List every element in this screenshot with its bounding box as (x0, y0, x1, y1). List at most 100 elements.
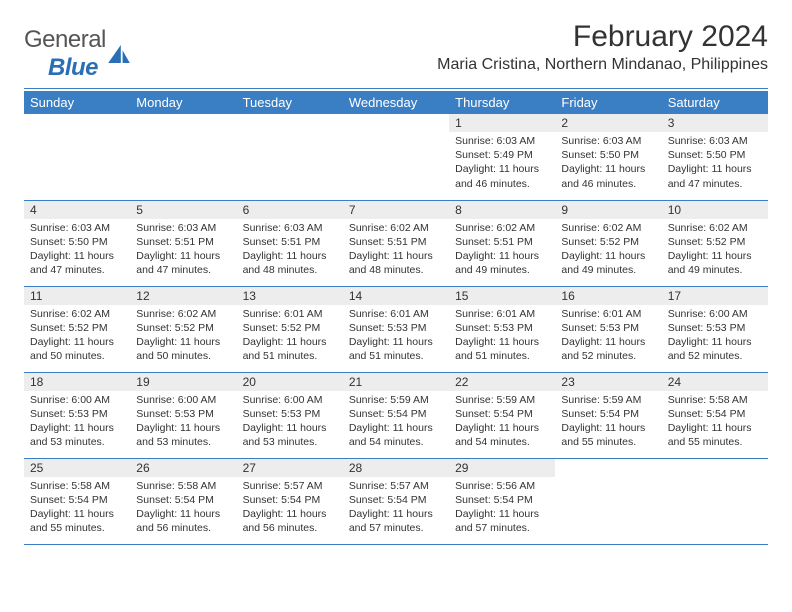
day-details: Sunrise: 6:03 AMSunset: 5:51 PMDaylight:… (130, 219, 236, 282)
calendar-cell: 18Sunrise: 6:00 AMSunset: 5:53 PMDayligh… (24, 372, 130, 458)
calendar-cell: 24Sunrise: 5:58 AMSunset: 5:54 PMDayligh… (662, 372, 768, 458)
day-details: Sunrise: 6:03 AMSunset: 5:50 PMDaylight:… (555, 132, 661, 195)
day-details: Sunrise: 6:02 AMSunset: 5:51 PMDaylight:… (343, 219, 449, 282)
day-details: Sunrise: 6:02 AMSunset: 5:52 PMDaylight:… (24, 305, 130, 368)
day-number: 19 (130, 373, 236, 391)
calendar-cell: 3Sunrise: 6:03 AMSunset: 5:50 PMDaylight… (662, 114, 768, 200)
day-details: Sunrise: 6:01 AMSunset: 5:53 PMDaylight:… (449, 305, 555, 368)
day-number: 14 (343, 287, 449, 305)
calendar-cell: 25Sunrise: 5:58 AMSunset: 5:54 PMDayligh… (24, 458, 130, 544)
day-header: Wednesday (343, 91, 449, 114)
day-header: Sunday (24, 91, 130, 114)
day-number: 23 (555, 373, 661, 391)
day-number: 1 (449, 114, 555, 132)
day-number: 2 (555, 114, 661, 132)
day-details: Sunrise: 6:01 AMSunset: 5:52 PMDaylight:… (237, 305, 343, 368)
header: General Blue February 2024 Maria Cristin… (24, 20, 768, 82)
day-details: Sunrise: 5:58 AMSunset: 5:54 PMDaylight:… (662, 391, 768, 454)
day-number: 5 (130, 201, 236, 219)
day-header: Saturday (662, 91, 768, 114)
day-details: Sunrise: 6:00 AMSunset: 5:53 PMDaylight:… (662, 305, 768, 368)
day-number: 6 (237, 201, 343, 219)
calendar-cell: 10Sunrise: 6:02 AMSunset: 5:52 PMDayligh… (662, 200, 768, 286)
day-details: Sunrise: 6:02 AMSunset: 5:52 PMDaylight:… (130, 305, 236, 368)
calendar-cell: 29Sunrise: 5:56 AMSunset: 5:54 PMDayligh… (449, 458, 555, 544)
day-number: 20 (237, 373, 343, 391)
day-header: Thursday (449, 91, 555, 114)
day-details: Sunrise: 6:01 AMSunset: 5:53 PMDaylight:… (555, 305, 661, 368)
day-number: 29 (449, 459, 555, 477)
calendar-cell: 12Sunrise: 6:02 AMSunset: 5:52 PMDayligh… (130, 286, 236, 372)
calendar-cell: 2Sunrise: 6:03 AMSunset: 5:50 PMDaylight… (555, 114, 661, 200)
calendar-cell: 28Sunrise: 5:57 AMSunset: 5:54 PMDayligh… (343, 458, 449, 544)
calendar-cell (343, 114, 449, 200)
day-details: Sunrise: 6:00 AMSunset: 5:53 PMDaylight:… (24, 391, 130, 454)
day-number: 8 (449, 201, 555, 219)
day-number: 15 (449, 287, 555, 305)
day-number: 12 (130, 287, 236, 305)
day-details: Sunrise: 6:00 AMSunset: 5:53 PMDaylight:… (130, 391, 236, 454)
calendar-cell: 16Sunrise: 6:01 AMSunset: 5:53 PMDayligh… (555, 286, 661, 372)
calendar-week-row: 25Sunrise: 5:58 AMSunset: 5:54 PMDayligh… (24, 458, 768, 544)
day-number: 17 (662, 287, 768, 305)
day-details: Sunrise: 5:58 AMSunset: 5:54 PMDaylight:… (130, 477, 236, 540)
day-details: Sunrise: 6:02 AMSunset: 5:52 PMDaylight:… (555, 219, 661, 282)
brand-general: General (24, 26, 106, 54)
brand-blue: Blue (48, 54, 106, 82)
day-number: 9 (555, 201, 661, 219)
day-details: Sunrise: 5:59 AMSunset: 5:54 PMDaylight:… (555, 391, 661, 454)
calendar-cell: 22Sunrise: 5:59 AMSunset: 5:54 PMDayligh… (449, 372, 555, 458)
calendar-cell (662, 458, 768, 544)
calendar-week-row: 11Sunrise: 6:02 AMSunset: 5:52 PMDayligh… (24, 286, 768, 372)
day-details: Sunrise: 5:59 AMSunset: 5:54 PMDaylight:… (449, 391, 555, 454)
calendar-cell: 23Sunrise: 5:59 AMSunset: 5:54 PMDayligh… (555, 372, 661, 458)
day-details: Sunrise: 6:03 AMSunset: 5:49 PMDaylight:… (449, 132, 555, 195)
header-divider (24, 88, 768, 89)
calendar-table: SundayMondayTuesdayWednesdayThursdayFrid… (24, 91, 768, 545)
calendar-cell: 9Sunrise: 6:02 AMSunset: 5:52 PMDaylight… (555, 200, 661, 286)
day-details: Sunrise: 5:56 AMSunset: 5:54 PMDaylight:… (449, 477, 555, 540)
calendar-cell: 1Sunrise: 6:03 AMSunset: 5:49 PMDaylight… (449, 114, 555, 200)
calendar-cell: 15Sunrise: 6:01 AMSunset: 5:53 PMDayligh… (449, 286, 555, 372)
calendar-cell: 4Sunrise: 6:03 AMSunset: 5:50 PMDaylight… (24, 200, 130, 286)
day-header: Friday (555, 91, 661, 114)
calendar-cell (555, 458, 661, 544)
day-number: 7 (343, 201, 449, 219)
calendar-cell: 21Sunrise: 5:59 AMSunset: 5:54 PMDayligh… (343, 372, 449, 458)
day-details: Sunrise: 6:01 AMSunset: 5:53 PMDaylight:… (343, 305, 449, 368)
month-title: February 2024 (437, 20, 768, 54)
calendar-cell: 19Sunrise: 6:00 AMSunset: 5:53 PMDayligh… (130, 372, 236, 458)
calendar-header-row: SundayMondayTuesdayWednesdayThursdayFrid… (24, 91, 768, 114)
calendar-cell: 5Sunrise: 6:03 AMSunset: 5:51 PMDaylight… (130, 200, 236, 286)
location-subtitle: Maria Cristina, Northern Mindanao, Phili… (437, 56, 768, 74)
day-number: 13 (237, 287, 343, 305)
day-details: Sunrise: 6:03 AMSunset: 5:50 PMDaylight:… (24, 219, 130, 282)
day-details: Sunrise: 5:58 AMSunset: 5:54 PMDaylight:… (24, 477, 130, 540)
calendar-cell: 8Sunrise: 6:02 AMSunset: 5:51 PMDaylight… (449, 200, 555, 286)
calendar-cell: 26Sunrise: 5:58 AMSunset: 5:54 PMDayligh… (130, 458, 236, 544)
day-header: Tuesday (237, 91, 343, 114)
day-number: 16 (555, 287, 661, 305)
day-number: 24 (662, 373, 768, 391)
calendar-cell: 6Sunrise: 6:03 AMSunset: 5:51 PMDaylight… (237, 200, 343, 286)
calendar-cell: 11Sunrise: 6:02 AMSunset: 5:52 PMDayligh… (24, 286, 130, 372)
calendar-cell (130, 114, 236, 200)
day-header: Monday (130, 91, 236, 114)
day-number: 18 (24, 373, 130, 391)
day-details: Sunrise: 6:02 AMSunset: 5:52 PMDaylight:… (662, 219, 768, 282)
day-details: Sunrise: 6:03 AMSunset: 5:51 PMDaylight:… (237, 219, 343, 282)
day-details: Sunrise: 6:03 AMSunset: 5:50 PMDaylight:… (662, 132, 768, 195)
calendar-cell (237, 114, 343, 200)
calendar-cell (24, 114, 130, 200)
day-details: Sunrise: 5:57 AMSunset: 5:54 PMDaylight:… (343, 477, 449, 540)
day-details: Sunrise: 5:59 AMSunset: 5:54 PMDaylight:… (343, 391, 449, 454)
brand-sail-icon (108, 45, 130, 63)
calendar-cell: 27Sunrise: 5:57 AMSunset: 5:54 PMDayligh… (237, 458, 343, 544)
day-number: 25 (24, 459, 130, 477)
calendar-week-row: 4Sunrise: 6:03 AMSunset: 5:50 PMDaylight… (24, 200, 768, 286)
calendar-week-row: 18Sunrise: 6:00 AMSunset: 5:53 PMDayligh… (24, 372, 768, 458)
day-number: 21 (343, 373, 449, 391)
day-number: 11 (24, 287, 130, 305)
day-number: 22 (449, 373, 555, 391)
day-number: 26 (130, 459, 236, 477)
